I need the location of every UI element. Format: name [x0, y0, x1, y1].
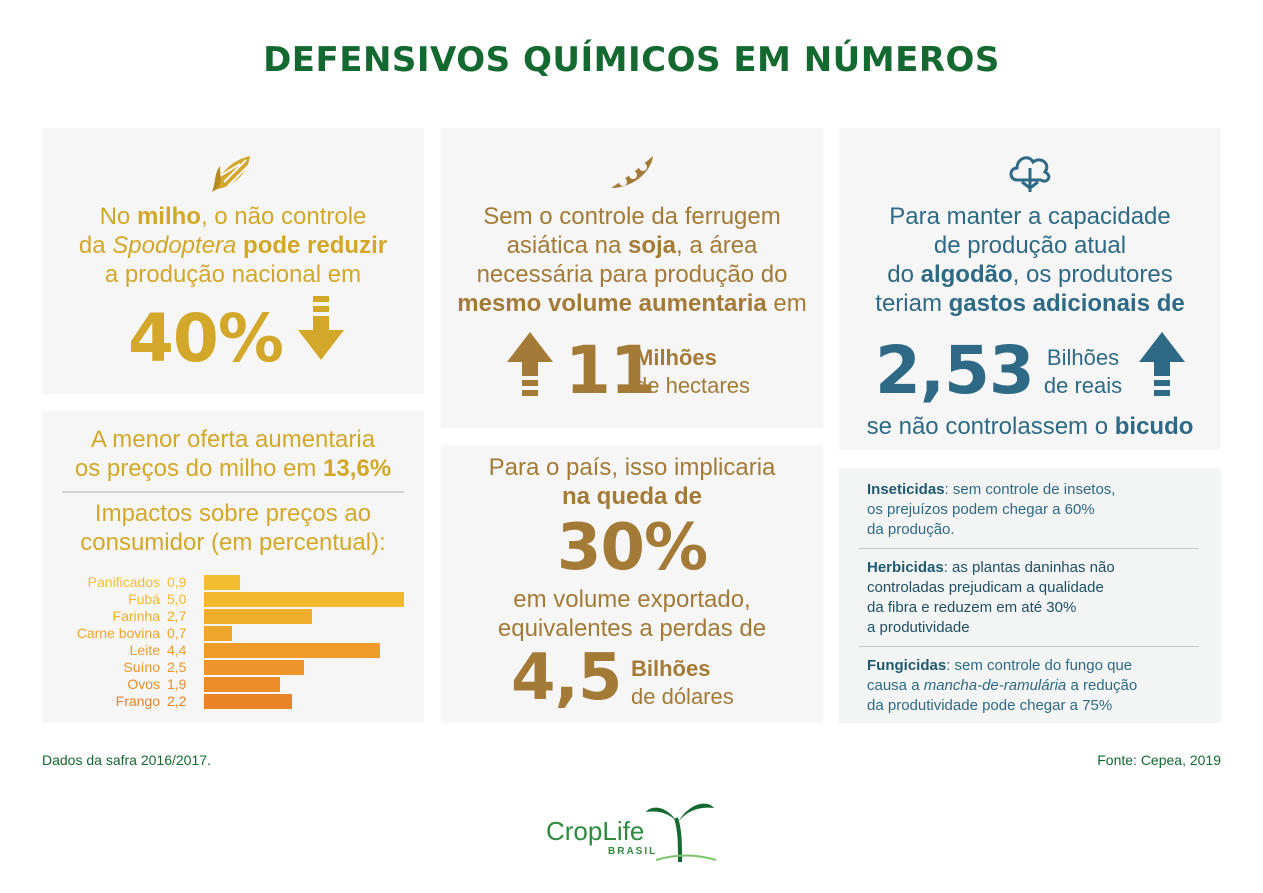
- bar-value-label: 4,4: [167, 642, 187, 658]
- bar-category-label: Carne bovina: [77, 625, 160, 641]
- export-line-2: na queda de: [561, 483, 703, 510]
- bar-value-label: 0,7: [167, 625, 187, 641]
- price-line-2: os preços do milho em 13,6%: [74, 455, 392, 482]
- soy-line-4: mesmo volume aumentaria em: [457, 290, 807, 317]
- cotton-icon: [1009, 156, 1051, 192]
- arrow-up-icon: [507, 332, 553, 396]
- cotton-line-2: de produção atual: [933, 232, 1127, 259]
- corn-card: No milho, o não controle da Spodoptera p…: [42, 128, 424, 394]
- export-line-3: em volume exportado,: [513, 586, 751, 613]
- note-fungicidas: Fungicidas: sem controle do fungo que ca…: [867, 657, 1138, 714]
- bar: [204, 660, 304, 675]
- page-title: DEFENSIVOS QUÍMICOS EM NÚMEROS: [263, 40, 1000, 80]
- note-divider: [859, 548, 1199, 549]
- cotton-big-number: 2,53: [875, 332, 1035, 409]
- footer-source: Fonte: Cepea, 2019: [1097, 752, 1221, 768]
- corn-line-3: a produção nacional em: [104, 261, 362, 288]
- corn-icon: [212, 156, 250, 192]
- cotton-unit-2: de reais: [1043, 373, 1123, 398]
- price-divider: [62, 491, 404, 493]
- sprout-icon: [646, 803, 716, 863]
- soy-line-1: Sem o controle da ferrugem: [483, 203, 781, 230]
- bar: [204, 592, 404, 607]
- bar-value-label: 5,0: [167, 591, 187, 607]
- bar-value-label: 2,5: [167, 659, 187, 675]
- bar: [204, 575, 240, 590]
- bar-category-label: Frango: [116, 693, 161, 709]
- export-big-number-2: 4,5: [511, 641, 622, 715]
- logo-subtitle: BRASIL: [608, 846, 658, 857]
- export-line-4: equivalentes a perdas de: [497, 615, 767, 642]
- price-impact-bar-chart: Panificados 0,9 Fubá 5,0 Farinha 2,7 Carne bov…: [77, 574, 404, 709]
- price-card: A menor oferta aumentaria os preços do m…: [42, 411, 424, 723]
- price-line-1: A menor oferta aumentaria: [90, 426, 376, 453]
- bar-category-label: Leite: [130, 642, 161, 658]
- bar: [204, 643, 380, 658]
- bar: [204, 677, 280, 692]
- corn-line-1: No milho, o não controle: [99, 203, 367, 230]
- footer-note: Dados da safra 2016/2017.: [42, 752, 211, 768]
- export-unit-1: Bilhões: [631, 656, 711, 681]
- arrow-up-icon: [1139, 332, 1185, 396]
- cotton-line-4: teriam gastos adicionais de: [875, 290, 1185, 317]
- croplife-logo: CropLife BRASIL: [546, 800, 726, 870]
- bar-value-label: 2,2: [167, 693, 187, 709]
- cotton-line-1: Para manter a capacidade: [889, 203, 1171, 230]
- cotton-line-3: do algodão, os produtores: [887, 261, 1173, 288]
- cotton-unit-1: Bilhões: [1046, 345, 1120, 370]
- corn-line-2: da Spodoptera pode reduzir: [78, 232, 388, 259]
- note-inseticidas: Inseticidas: sem controle de insetos, os…: [867, 481, 1116, 538]
- bar-category-label: Farinha: [113, 608, 161, 624]
- bar-value-label: 2,7: [167, 608, 187, 624]
- bar-value-label: 0,9: [167, 574, 187, 590]
- soybean-icon: [611, 156, 653, 188]
- note-divider: [859, 646, 1199, 647]
- soy-unit-2: de hectares: [635, 373, 750, 398]
- soy-unit-1: Milhões: [635, 345, 717, 370]
- logo-wordmark: CropLife: [546, 816, 645, 846]
- bar: [204, 694, 292, 709]
- bar-category-label: Ovos: [127, 676, 160, 692]
- cotton-card: Para manter a capacidade de produção atu…: [839, 128, 1221, 450]
- soy-card: Sem o controle da ferrugem asiática na s…: [441, 128, 823, 428]
- price-line-4: consumidor (em percentual):: [80, 529, 386, 556]
- bar-category-label: Panificados: [88, 574, 160, 590]
- bar-value-label: 1,9: [167, 676, 187, 692]
- soy-line-2: asiática na soja, a área: [506, 232, 758, 259]
- soy-big-number: 11: [565, 332, 656, 409]
- corn-big-number: 40%: [128, 300, 284, 377]
- bar: [204, 626, 232, 641]
- export-unit-2: de dólares: [631, 684, 734, 709]
- arrow-down-icon: [298, 296, 344, 360]
- export-big-number: 30%: [556, 511, 708, 585]
- export-card: Para o país, isso implicaria na queda de…: [441, 445, 823, 723]
- notes-card: Inseticidas: sem controle de insetos, os…: [839, 468, 1221, 723]
- bar-category-label: Fubá: [128, 591, 160, 607]
- soy-line-3: necessária para produção do: [476, 261, 788, 288]
- bar: [204, 609, 312, 624]
- export-line-1: Para o país, isso implicaria: [488, 454, 776, 481]
- price-line-3: Impactos sobre preços ao: [94, 500, 372, 527]
- cotton-line-5: se não controlassem o bicudo: [866, 413, 1194, 440]
- note-herbicidas: Herbicidas: as plantas daninhas não cont…: [867, 559, 1115, 636]
- bar-category-label: Suíno: [123, 659, 160, 675]
